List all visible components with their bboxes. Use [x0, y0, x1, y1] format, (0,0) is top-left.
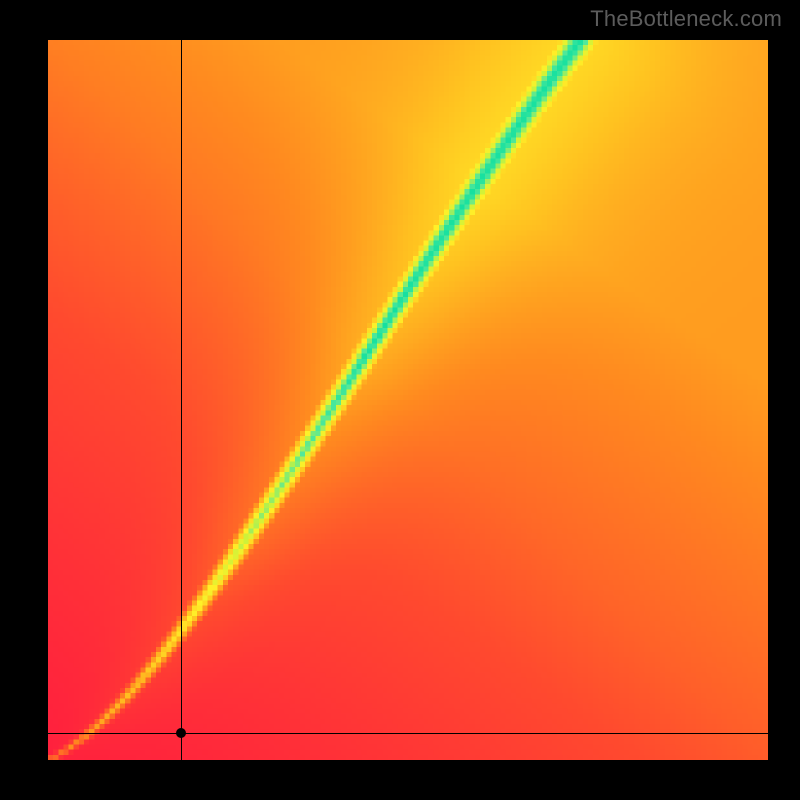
heatmap-canvas [48, 40, 768, 760]
crosshair-vertical [181, 40, 182, 760]
heatmap-plot [48, 40, 768, 760]
crosshair-horizontal [48, 733, 768, 734]
watermark-text: TheBottleneck.com [590, 6, 782, 32]
crosshair-marker [176, 728, 186, 738]
